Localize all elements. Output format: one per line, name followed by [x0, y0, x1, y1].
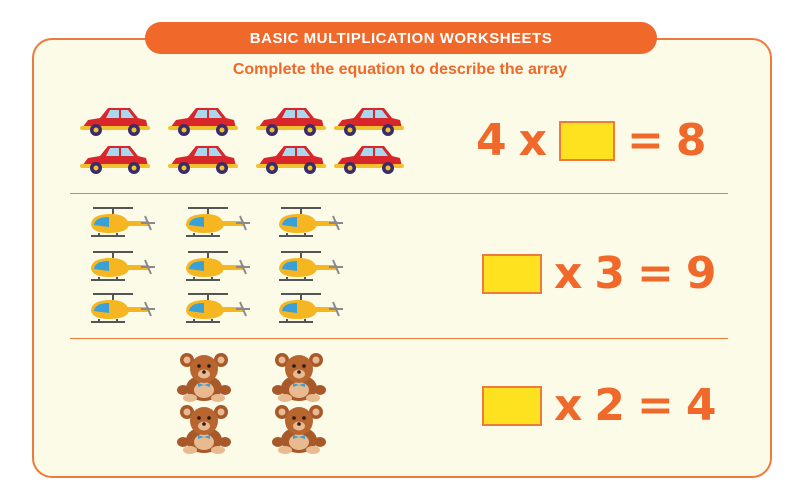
helicopter-icon — [185, 293, 251, 323]
factor-b: 2 — [594, 380, 626, 431]
factor-b: 3 — [594, 248, 626, 299]
worksheet-title-banner: BASIC MULTIPLICATION WORKSHEETS — [145, 22, 657, 54]
car-icon — [255, 107, 327, 137]
equals-sign: = — [637, 380, 674, 431]
answer-box[interactable] — [482, 253, 542, 294]
teddy-bear-array — [177, 353, 326, 454]
car-array — [79, 107, 405, 175]
product: 8 — [675, 115, 707, 166]
car-icon — [333, 107, 405, 137]
equals-sign: = — [627, 115, 664, 166]
times-sign: x — [554, 380, 583, 431]
helicopter-icon — [90, 207, 156, 237]
helicopter-icon — [90, 251, 156, 281]
teddy-bear-icon — [272, 353, 326, 402]
teddy-bear-icon — [272, 405, 326, 454]
helicopter-icon — [185, 251, 251, 281]
car-icon — [333, 145, 405, 175]
teddy-bear-icon — [177, 353, 231, 402]
teddy-bear-icon — [177, 405, 231, 454]
times-sign: x — [554, 248, 583, 299]
row-divider — [70, 193, 728, 194]
helicopter-icon — [90, 293, 156, 323]
times-sign: x — [518, 115, 548, 166]
car-icon — [79, 145, 151, 175]
equals-sign: = — [637, 248, 674, 299]
product: 4 — [685, 380, 717, 431]
worksheet-card — [32, 38, 772, 478]
equation-3: x 2 = 4 — [476, 380, 723, 431]
answer-box[interactable] — [482, 385, 542, 426]
helicopter-icon — [278, 207, 344, 237]
equation-2: x 3 = 9 — [476, 248, 723, 299]
car-icon — [167, 145, 239, 175]
product: 9 — [685, 248, 717, 299]
instructions: Complete the equation to describe the ar… — [232, 61, 568, 78]
equation-1: 4 x = 8 — [470, 115, 713, 166]
helicopter-array — [90, 207, 344, 323]
factor-a: 4 — [476, 115, 507, 166]
answer-box[interactable] — [559, 120, 616, 161]
car-icon — [255, 145, 327, 175]
car-icon — [79, 107, 151, 137]
row-divider — [70, 338, 728, 339]
helicopter-icon — [185, 207, 251, 237]
helicopter-icon — [278, 293, 344, 323]
car-icon — [167, 107, 239, 137]
helicopter-icon — [278, 251, 344, 281]
